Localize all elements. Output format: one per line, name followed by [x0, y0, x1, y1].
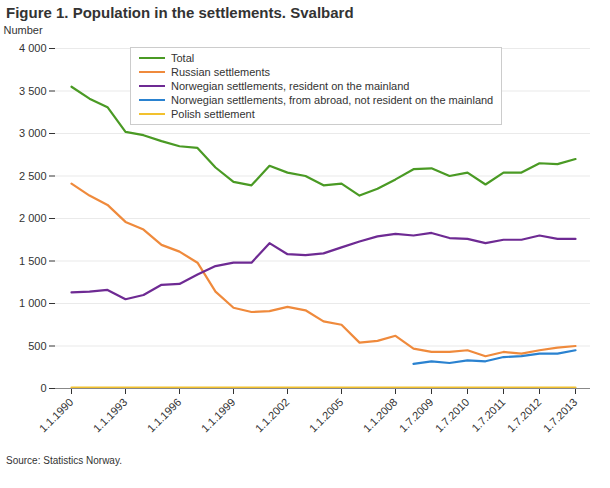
svg-text:4 000: 4 000	[19, 42, 47, 54]
svg-text:0: 0	[40, 382, 46, 394]
svg-text:3 500: 3 500	[19, 85, 47, 97]
svg-text:1 500: 1 500	[19, 255, 47, 267]
svg-text:1.1.1996: 1.1.1996	[145, 396, 184, 435]
svg-text:2 000: 2 000	[19, 212, 47, 224]
svg-text:1.7.2010: 1.7.2010	[433, 396, 472, 435]
svg-text:Number: Number	[4, 24, 43, 36]
svg-text:500: 500	[28, 340, 46, 352]
svg-text:1.1.1990: 1.1.1990	[37, 396, 76, 435]
html-text:Total: Total	[171, 52, 195, 64]
svg-text:1.7.2009: 1.7.2009	[397, 396, 436, 435]
svg-text:1.7.2011: 1.7.2011	[469, 396, 507, 434]
svg-text:2 500: 2 500	[19, 170, 47, 182]
svg-text:1.1.1993: 1.1.1993	[91, 396, 130, 435]
html-text:Polish settlement: Polish settlement	[171, 108, 255, 120]
html-text:Norwegian settlements, from ab: Norwegian settlements, from abroad, not …	[171, 94, 494, 106]
svg-text:1.7.2012: 1.7.2012	[505, 396, 544, 435]
svg-text:3 000: 3 000	[19, 127, 47, 139]
html-text:Russian settlements: Russian settlements	[171, 66, 270, 78]
html-text:Norwegian settlements, residen: Norwegian settlements, resident on the m…	[171, 80, 410, 92]
svg-text:1.1.1999: 1.1.1999	[199, 396, 238, 435]
svg-text:1.1.2005: 1.1.2005	[307, 396, 346, 435]
svg-text:1.1.2008: 1.1.2008	[361, 396, 400, 435]
html-text:Figure 1. Population in the se: Figure 1. Population in the settlements.…	[6, 4, 354, 21]
html-text:Source: Statistics Norway.: Source: Statistics Norway.	[6, 455, 122, 466]
svg-text:1.7.2013: 1.7.2013	[541, 396, 580, 435]
svg-text:1.1.2002: 1.1.2002	[253, 396, 292, 435]
svg-text:1 000: 1 000	[19, 297, 47, 309]
